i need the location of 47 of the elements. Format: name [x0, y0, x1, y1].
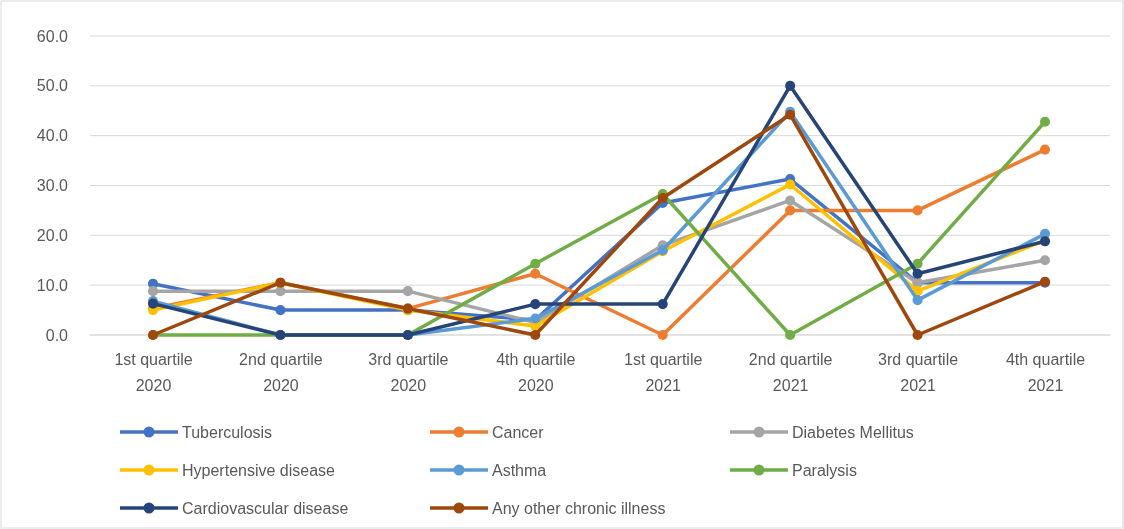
point	[147, 286, 159, 297]
legend-label: Tuberculosis	[182, 424, 273, 441]
y-tick-label: 40.0	[36, 127, 69, 145]
point	[912, 329, 923, 341]
point	[785, 329, 796, 341]
legend-label: Cardiovascular disease	[182, 500, 349, 517]
point	[785, 195, 796, 206]
x-tick-label: 4th quartile 2020	[496, 351, 576, 394]
point	[912, 258, 923, 269]
x-tick-label: 2nd quartile 2021	[748, 351, 833, 394]
legend-label: Cancer	[492, 424, 545, 441]
point	[785, 179, 796, 190]
point	[785, 205, 796, 216]
point	[912, 205, 923, 216]
point	[530, 268, 541, 279]
point	[912, 268, 923, 279]
x-tick-label: 2nd quartile 2020	[239, 351, 323, 394]
point	[402, 286, 413, 297]
point	[530, 299, 541, 310]
point	[530, 258, 541, 269]
y-tick-label: 0.0	[45, 326, 69, 344]
x-tick-label: 1st quartile 2021	[624, 351, 703, 394]
point	[275, 286, 286, 297]
point	[785, 80, 796, 91]
point	[530, 329, 541, 341]
point	[1039, 255, 1051, 266]
legend-label: Any other chronic illness	[492, 500, 666, 517]
legend-label: Diabetes Mellitus	[792, 424, 914, 441]
y-tick-label: 30.0	[36, 177, 69, 195]
legend-label: Paralysis	[792, 462, 857, 479]
point	[657, 329, 668, 341]
legend-label: Asthma	[492, 462, 547, 479]
point	[1039, 144, 1051, 155]
point	[1039, 116, 1051, 127]
y-tick-label: 10.0	[36, 276, 69, 294]
x-tick-label: 4th quartile 2021	[1005, 351, 1086, 394]
legend-label: Hypertensive disease	[182, 462, 336, 479]
y-tick-label: 20.0	[36, 226, 69, 244]
x-tick-label: 3rd quartile 2020	[368, 351, 449, 394]
point	[912, 295, 923, 306]
y-tick-label: 50.0	[36, 77, 69, 95]
point	[657, 299, 668, 310]
y-tick-label: 60.0	[36, 27, 69, 45]
point	[657, 192, 668, 203]
x-tick-label: 1st quartile 2020	[114, 351, 193, 394]
point	[275, 305, 286, 316]
x-tick-label: 3rd quartile 2021	[878, 351, 959, 394]
